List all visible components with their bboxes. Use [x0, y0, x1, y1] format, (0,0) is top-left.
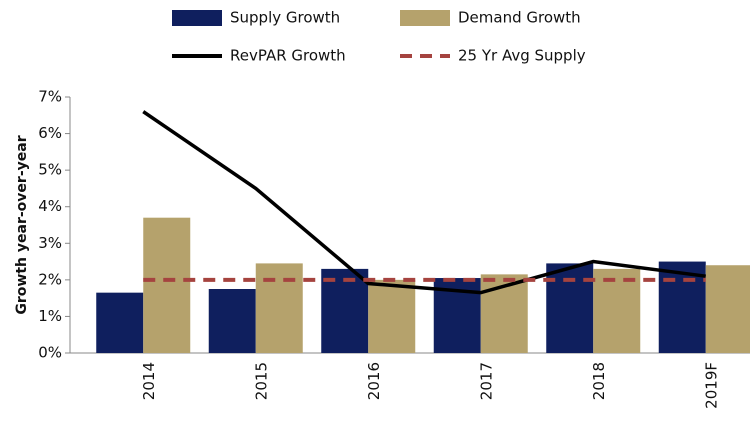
bar: [143, 217, 191, 353]
y-tick-label: 1%: [38, 307, 62, 325]
x-tick-label: 2019F: [702, 362, 720, 409]
y-axis-label: Growth year-over-year: [14, 135, 30, 314]
legend-label: RevPAR Growth: [230, 47, 346, 65]
x-tick-label: 2016: [365, 362, 383, 400]
bar: [593, 268, 641, 353]
legend-swatch: [172, 10, 222, 26]
x-tick-label: 2018: [590, 362, 608, 400]
y-tick-label: 7%: [38, 88, 62, 106]
y-tick-label: 6%: [38, 124, 62, 142]
bar: [255, 263, 303, 353]
x-tick-label: 2015: [252, 362, 270, 400]
x-tick-label: 2017: [477, 362, 495, 400]
bar: [96, 292, 144, 353]
y-tick-label: 0%: [38, 344, 62, 362]
legend-swatch: [400, 10, 450, 26]
bar: [208, 289, 256, 353]
x-tick-label: 2014: [140, 362, 158, 400]
legend-label: Supply Growth: [230, 9, 340, 27]
y-tick-label: 3%: [38, 234, 62, 252]
bar: [705, 265, 750, 353]
bar: [368, 279, 416, 353]
y-tick-label: 2%: [38, 270, 62, 288]
legend-label: 25 Yr Avg Supply: [458, 47, 586, 65]
line-series: [142, 110, 706, 295]
bar: [546, 263, 594, 353]
legend-label: Demand Growth: [458, 9, 581, 27]
y-tick-label: 4%: [38, 197, 62, 215]
bar: [321, 268, 369, 353]
y-tick-label: 5%: [38, 161, 62, 179]
